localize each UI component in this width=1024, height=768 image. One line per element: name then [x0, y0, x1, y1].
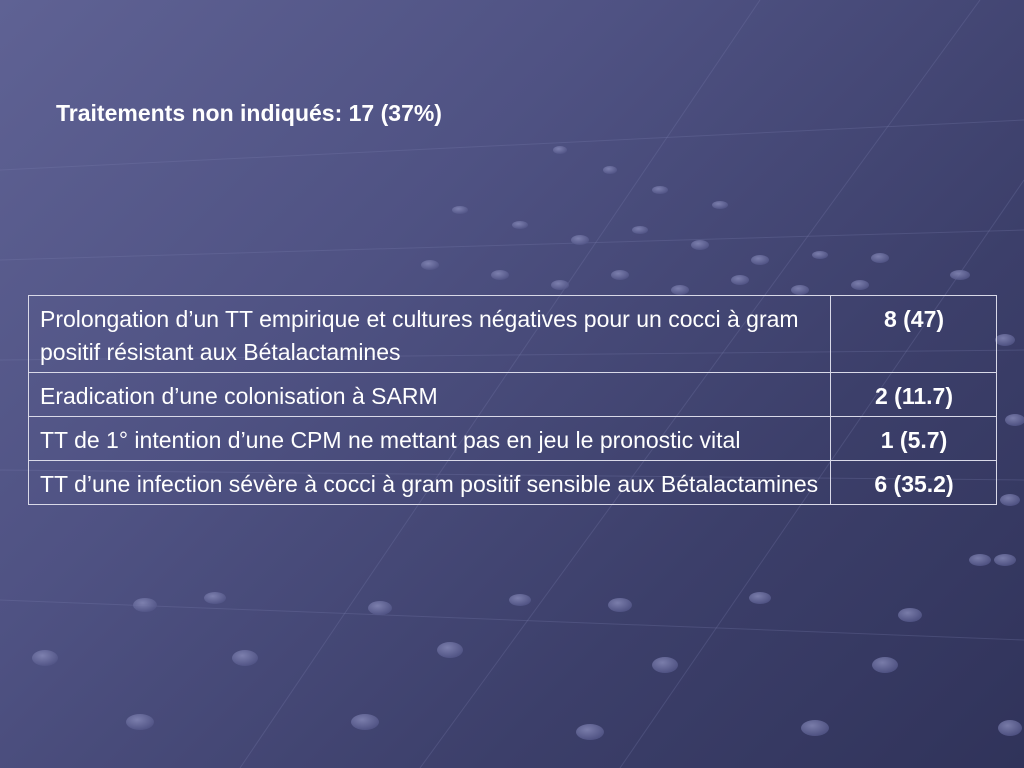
- row-label: Eradication d’une colonisation à SARM: [28, 372, 831, 417]
- table-row: TT d’une infection sévère à cocci à gram…: [28, 460, 997, 505]
- table-row: Eradication d’une colonisation à SARM 2 …: [28, 372, 997, 417]
- row-value: 8 (47): [830, 295, 997, 373]
- row-value: 1 (5.7): [830, 416, 997, 461]
- table-row: Prolongation d’un TT empirique et cultur…: [28, 295, 997, 373]
- row-label: TT d’une infection sévère à cocci à gram…: [28, 460, 831, 505]
- table-row: TT de 1° intention d’une CPM ne mettant …: [28, 416, 997, 461]
- treatments-table: Prolongation d’un TT empirique et cultur…: [28, 295, 997, 505]
- row-label: Prolongation d’un TT empirique et cultur…: [28, 295, 831, 373]
- row-value: 2 (11.7): [830, 372, 997, 417]
- row-value: 6 (35.2): [830, 460, 997, 505]
- slide-title: Traitements non indiqués: 17 (37%): [56, 100, 442, 126]
- row-label: TT de 1° intention d’une CPM ne mettant …: [28, 416, 831, 461]
